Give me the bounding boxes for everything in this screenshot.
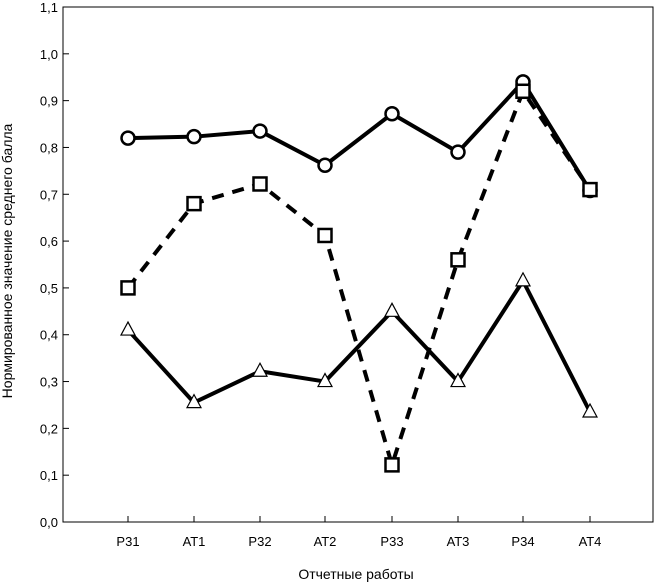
x-tick-label: АТ1: [183, 534, 206, 549]
x-tick-label: Р34: [511, 534, 534, 549]
x-tick-label: АТ3: [447, 534, 470, 549]
data-point-circle: [317, 157, 333, 173]
y-tick-label: 0,3: [40, 375, 58, 390]
data-point-circle: [384, 105, 400, 122]
data-point-square: [317, 227, 333, 244]
data-point-square: [582, 181, 598, 198]
x-tick-label: Р31: [116, 534, 139, 549]
data-point-triangle: [383, 302, 401, 317]
series-line-triangles: [126, 278, 592, 413]
data-point-triangle: [251, 361, 269, 377]
data-point-circle: [450, 144, 466, 160]
x-axis: Р31 АТ1 Р32 АТ2 Р33 АТ3 Р34 АТ4: [116, 516, 601, 549]
x-axis-title: Отчетные работы: [298, 566, 413, 582]
data-point-triangle: [185, 393, 203, 409]
data-point-circle: [252, 123, 268, 139]
y-tick-label: 1,1: [40, 0, 58, 15]
data-point-triangle: [449, 372, 467, 388]
data-point-triangle: [514, 271, 532, 287]
data-point-triangle: [119, 320, 137, 336]
data-point-triangle: [581, 402, 599, 418]
x-tick-label: АТ2: [314, 534, 337, 549]
y-axis-title: Нормированное значение среднего балла: [0, 123, 15, 398]
data-point-triangle: [316, 372, 334, 388]
series-layer: [119, 74, 599, 473]
series-line-squares: [126, 89, 592, 467]
data-point-square: [515, 83, 531, 100]
y-tick-label: 0,5: [40, 281, 58, 296]
data-point-square: [120, 280, 136, 296]
y-tick-label: 1,0: [40, 47, 58, 62]
series-squares: [120, 83, 598, 473]
y-tick-label: 0,4: [40, 328, 58, 343]
y-tick-label: 0,7: [40, 187, 58, 202]
y-axis: 0,0 0,1 0,2 0,3 0,4 0,5 0,6 0,7 0,8 0,9 1,0 1,1: [40, 0, 69, 530]
series-triangles: [119, 271, 599, 418]
x-tick-label: Р33: [380, 534, 403, 549]
x-tick-label: Р32: [248, 534, 271, 549]
data-point-square: [450, 252, 466, 268]
data-point-square: [384, 457, 400, 473]
y-tick-label: 0,8: [40, 140, 58, 155]
x-tick-label: АТ4: [579, 534, 602, 549]
data-point-circle: [186, 128, 202, 145]
data-point-circle: [120, 130, 136, 146]
plot-frame: [62, 6, 654, 523]
y-tick-label: 0,0: [40, 515, 58, 530]
data-point-square: [252, 176, 268, 192]
series-line-circles: [127, 79, 592, 192]
y-tick-label: 0,9: [40, 94, 58, 109]
y-tick-label: 0,6: [40, 234, 58, 249]
y-tick-label: 0,2: [40, 421, 58, 436]
data-point-square: [186, 195, 202, 212]
y-tick-label: 0,1: [40, 468, 58, 483]
